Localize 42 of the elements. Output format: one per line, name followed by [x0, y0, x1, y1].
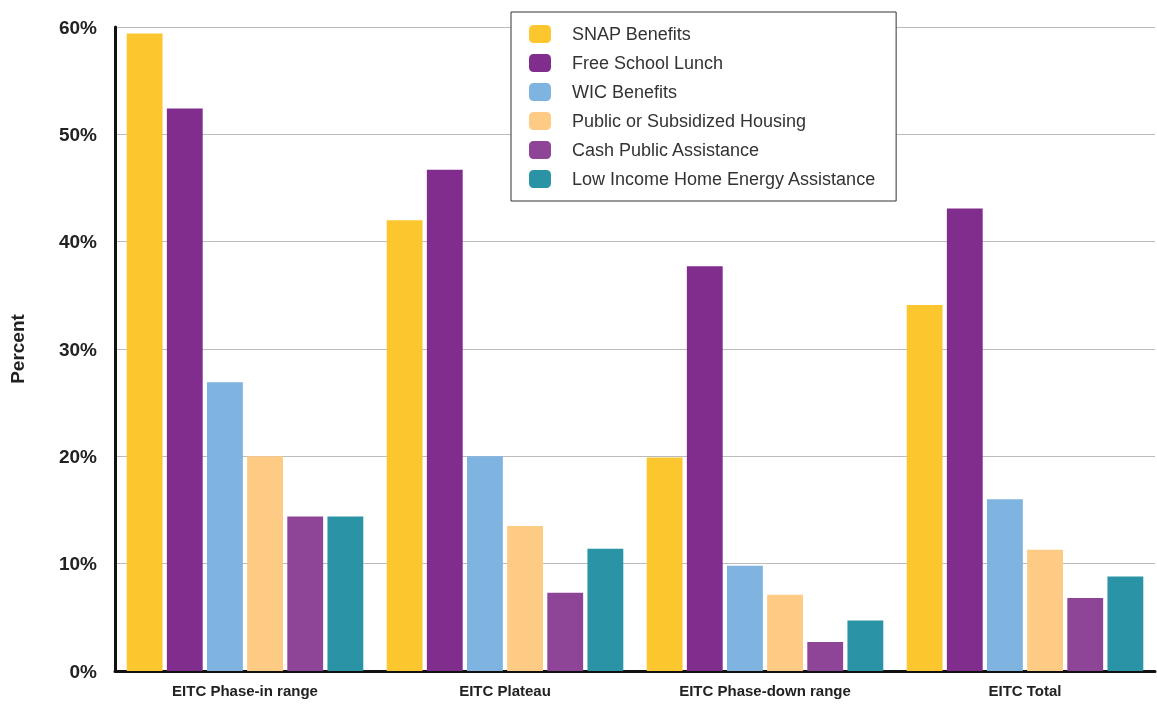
bar	[987, 499, 1023, 671]
x-tick-label: EITC Phase-down range	[679, 682, 851, 699]
bar	[467, 456, 503, 671]
bar	[906, 304, 943, 671]
bar	[426, 169, 463, 671]
bar	[166, 108, 203, 671]
legend-label: WIC Benefits	[572, 82, 678, 102]
x-tick-label: EITC Total	[988, 682, 1062, 699]
bar	[126, 33, 163, 671]
bar	[1107, 576, 1144, 671]
legend-label: SNAP Benefits	[572, 24, 691, 44]
bar	[587, 548, 624, 671]
y-tick-label: 30%	[58, 338, 98, 360]
y-tick-label: 50%	[58, 123, 98, 145]
legend-label: Cash Public Assistance	[572, 140, 760, 160]
bar	[1067, 598, 1104, 671]
bar	[207, 382, 243, 671]
bar	[946, 208, 983, 671]
legend-label: Low Income Home Energy Assistance	[572, 169, 876, 189]
y-axis-title: Percent	[7, 313, 28, 384]
bar	[507, 526, 543, 671]
legend-label: Free School Lunch	[572, 53, 724, 73]
bar	[646, 457, 683, 671]
bar	[287, 516, 324, 671]
x-tick-label: EITC Plateau	[459, 682, 551, 699]
y-tick-label: 40%	[58, 231, 98, 253]
bar	[1027, 549, 1063, 671]
y-tick-label: 0%	[69, 660, 98, 682]
y-tick-label: 60%	[58, 16, 98, 38]
bar	[327, 516, 364, 671]
bar	[847, 620, 884, 671]
bar	[807, 642, 844, 671]
x-tick-label: EITC Phase-in range	[172, 682, 318, 699]
bar	[686, 266, 723, 671]
y-tick-label: 20%	[58, 445, 98, 467]
bar	[727, 565, 763, 671]
bar	[247, 456, 283, 671]
y-tick-label: 10%	[58, 553, 98, 575]
bar	[547, 592, 584, 671]
bar	[386, 220, 423, 671]
legend-label: Public or Subsidized Housing	[572, 111, 807, 131]
bar	[767, 594, 803, 671]
